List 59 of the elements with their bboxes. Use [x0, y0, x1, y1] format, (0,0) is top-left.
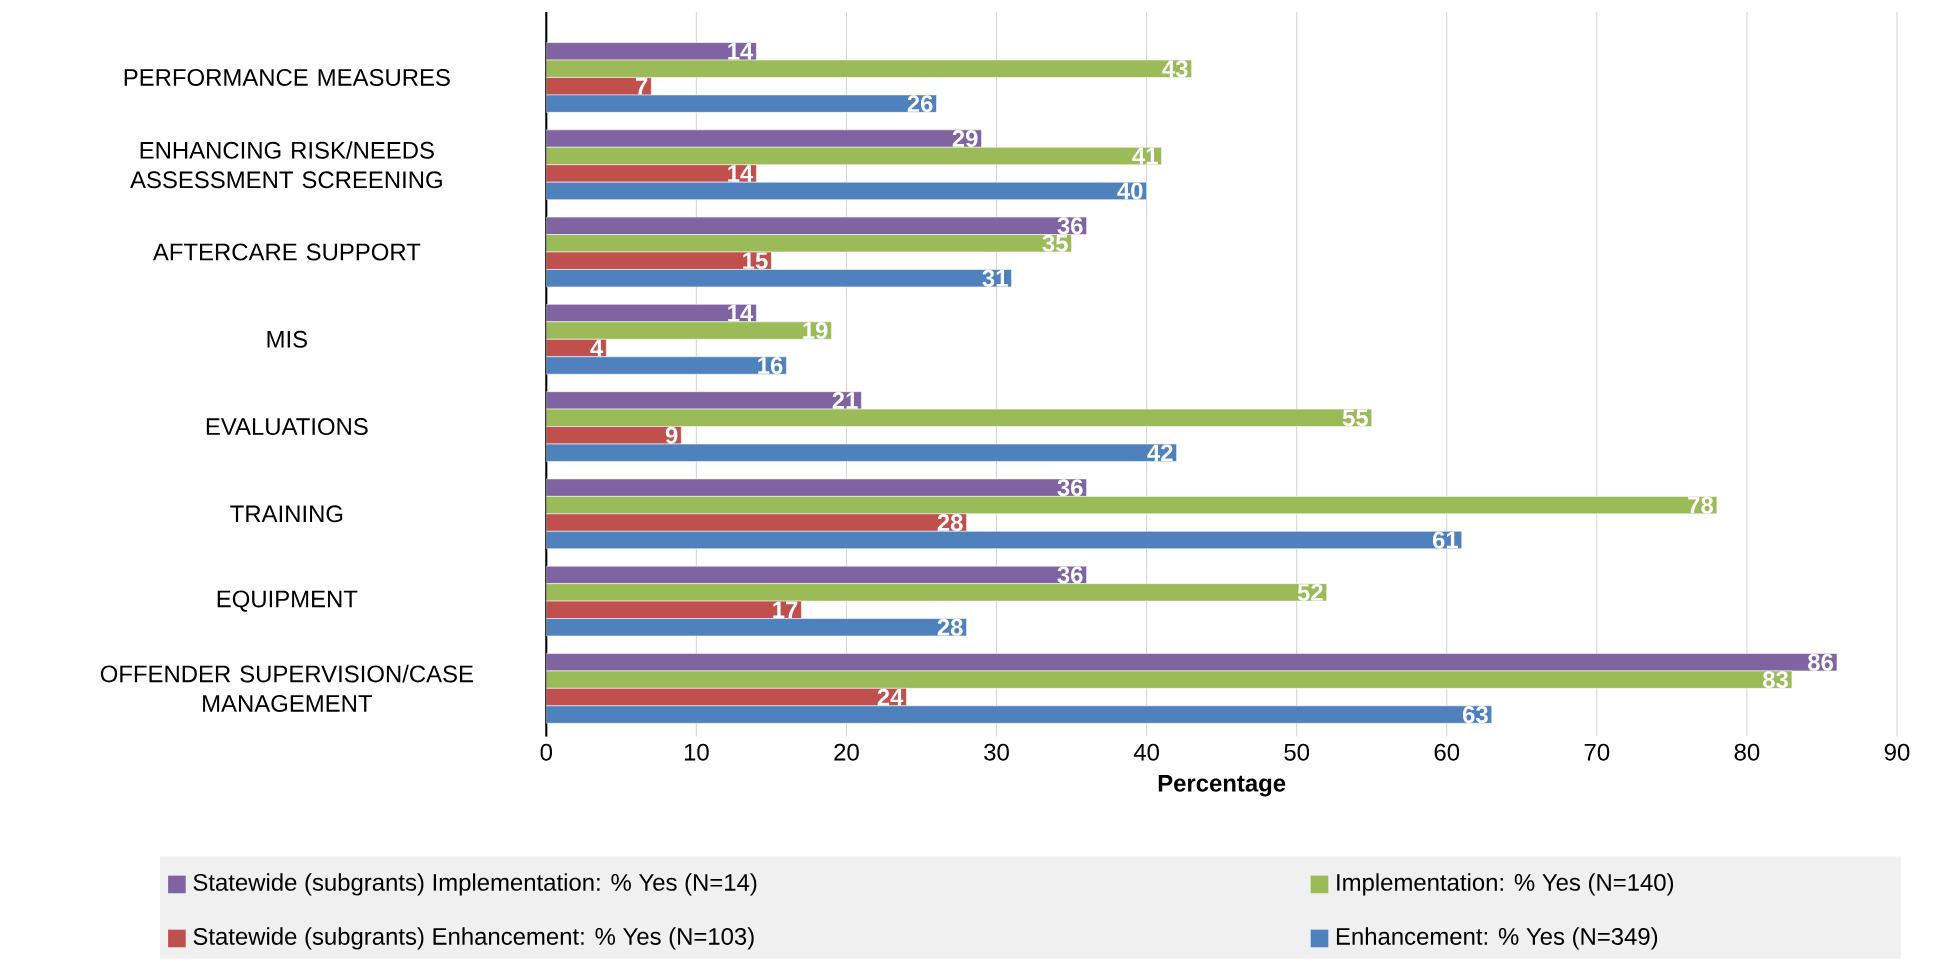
y-tick-label: MIS [267, 330, 307, 348]
data-label: 14 [728, 42, 754, 60]
data-label: 28 [937, 618, 963, 636]
data-label: 29 [952, 129, 978, 147]
data-label: 21 [832, 391, 858, 409]
legend-label: Enhancement: % Yes (N=349) [1336, 927, 1658, 950]
y-tick-label: EVALUATIONS [206, 417, 368, 435]
data-label: 36 [1057, 217, 1083, 235]
data-label: 78 [1688, 496, 1714, 514]
x-tick-label: 0 [540, 743, 553, 761]
y-tick-label: ENHANCING RISK/NEEDS ASSESSMENT SCREENING [130, 140, 442, 189]
x-tick-label: 40 [1133, 743, 1159, 761]
data-label: 28 [937, 513, 963, 531]
y-tick-label: EQUIPMENT [217, 590, 358, 612]
bar [546, 513, 967, 532]
data-label: 14 [728, 304, 754, 322]
data-label: 86 [1808, 653, 1833, 671]
data-label: 55 [1342, 409, 1368, 426]
data-label: 83 [1762, 670, 1788, 688]
data-label: 61 [1432, 531, 1458, 549]
data-label: 41 [1132, 147, 1158, 164]
legend-label: Statewide (subgrants) Implementation: % Yes (N=14) [193, 873, 757, 896]
bar [546, 129, 982, 148]
data-label: 14 [728, 164, 754, 182]
data-label: 19 [803, 321, 828, 339]
x-tick-label: 30 [984, 743, 1009, 761]
x-tick-label: 10 [684, 743, 709, 761]
x-tick-label: 50 [1284, 743, 1310, 761]
data-label: 9 [665, 426, 678, 444]
y-tick-label: AFTERCARE SUPPORT [152, 243, 421, 261]
data-label: 42 [1147, 444, 1173, 461]
legend-label: Statewide (subgrants) Enhancement: % Yes (N=103) [193, 927, 754, 950]
data-label: 4 [590, 339, 604, 356]
data-label: 16 [758, 356, 783, 374]
legend-label: Implementation: % Yes (N=140) [1337, 873, 1674, 896]
y-tick-label: TRAINING [230, 505, 343, 523]
data-label: 26 [907, 94, 933, 112]
bar [546, 164, 757, 183]
y-tick-label: PERFORMANCE MEASURES [124, 68, 450, 86]
data-label: 35 [1042, 234, 1068, 252]
x-tick-label: 20 [834, 743, 859, 761]
data-label: 7 [635, 77, 648, 95]
y-tick-label: OFFENDER SUPERVISION/CASE MANAGEMENT [100, 664, 473, 712]
x-tick-label: 60 [1434, 743, 1460, 761]
data-label: 43 [1162, 60, 1188, 77]
data-label: 17 [773, 601, 798, 618]
data-label: 36 [1057, 478, 1083, 496]
data-label: 31 [982, 269, 1008, 287]
data-label: 40 [1117, 182, 1143, 200]
data-label: 36 [1057, 566, 1083, 584]
data-label: 63 [1462, 705, 1488, 723]
x-axis-title: Percentage [1158, 774, 1286, 797]
data-label: 24 [877, 688, 904, 706]
x-tick-label: 70 [1584, 743, 1610, 761]
bar [546, 652, 1838, 671]
x-tick-label: 90 [1884, 743, 1910, 761]
data-label: 15 [743, 252, 768, 269]
x-tick-label: 80 [1734, 743, 1760, 761]
data-label: 52 [1297, 583, 1323, 601]
